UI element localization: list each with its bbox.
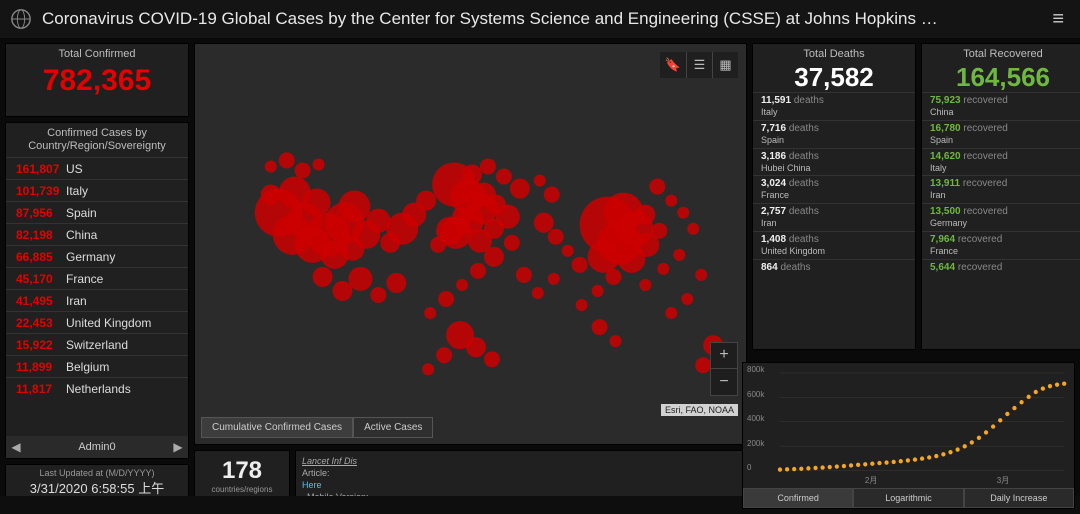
recovered-list[interactable]: 75,923 recoveredChina16,780 recoveredSpa…	[922, 92, 1080, 349]
chart-tab[interactable]: Confirmed	[743, 488, 853, 508]
info-panel: Lancet Inf Dis Article: Here. Mobile Ver…	[295, 450, 747, 502]
cases-nav-next[interactable]: ▶	[168, 440, 188, 454]
col-center: 🔖 ☰ ▦ + − Esri, FAO, NOAA Cumulative Con…	[194, 43, 747, 502]
list-item[interactable]: 87,956Spain	[6, 201, 188, 223]
zoom-control: + −	[710, 342, 738, 396]
basemap-icon[interactable]: ▦	[712, 52, 738, 78]
map-tabs: Cumulative Confirmed CasesActive Cases	[201, 417, 433, 438]
chart-xtick: 3月	[997, 475, 1009, 486]
total-confirmed-value: 782,365	[6, 66, 188, 96]
list-item[interactable]: 3,186 deathsHubei China	[753, 148, 915, 176]
countries-count-value: 178	[195, 457, 289, 485]
page-title: Coronavirus COVID-19 Global Cases by the…	[42, 9, 1036, 29]
cases-nav: ◀ Admin0 ▶	[6, 436, 188, 458]
chart-ytick: 0	[747, 463, 751, 472]
list-item[interactable]: 11,591 deathsItaly	[753, 92, 915, 120]
list-item[interactable]: 15,922Switzerland	[6, 333, 188, 355]
map-panel[interactable]: 🔖 ☰ ▦ + − Esri, FAO, NOAA Cumulative Con…	[194, 43, 747, 445]
menu-icon[interactable]: ≡	[1046, 4, 1070, 35]
chart-xtick: 2月	[865, 475, 877, 486]
total-recovered-panel: Total Recovered 164,566 75,923 recovered…	[921, 43, 1080, 350]
chart-tab[interactable]: Logarithmic	[853, 488, 963, 508]
globe-icon	[10, 8, 32, 30]
total-deaths-value: 37,582	[753, 64, 915, 90]
list-item[interactable]: 82,198China	[6, 223, 188, 245]
chart-ytick: 400k	[747, 414, 764, 423]
list-item[interactable]: 22,453United Kingdom	[6, 311, 188, 333]
list-item[interactable]: 11,817Netherlands	[6, 377, 188, 399]
list-item[interactable]: 864 deaths	[753, 259, 915, 276]
chart-ytick: 800k	[747, 365, 764, 374]
list-item[interactable]: 16,780 recoveredSpain	[922, 120, 1080, 148]
map-attribution: Esri, FAO, NOAA	[661, 404, 738, 416]
zoom-out-button[interactable]: −	[711, 369, 737, 395]
bookmark-icon[interactable]: 🔖	[660, 52, 686, 78]
list-item[interactable]: 101,739Italy	[6, 179, 188, 201]
chart-tab[interactable]: Daily Increase	[964, 488, 1074, 508]
countries-count-panel: 178 countries/regions	[194, 450, 290, 502]
chart-ytick: 200k	[747, 439, 764, 448]
center-bottom: 178 countries/regions Lancet Inf Dis Art…	[194, 450, 747, 502]
cases-nav-label: Admin0	[26, 441, 168, 453]
list-item[interactable]: 161,807US	[6, 157, 188, 179]
chart-ytick: 600k	[747, 390, 764, 399]
titlebar: Coronavirus COVID-19 Global Cases by the…	[0, 0, 1080, 38]
deaths-list[interactable]: 11,591 deathsItaly7,716 deathsSpain3,186…	[753, 92, 915, 349]
list-item[interactable]: 1,408 deathsUnited Kingdom	[753, 231, 915, 259]
list-item[interactable]: 5,644 recovered	[922, 259, 1080, 276]
countries-count-label: countries/regions	[195, 485, 289, 494]
map-canvas[interactable]	[195, 44, 746, 444]
cases-list[interactable]: 161,807US101,739Italy87,956Spain82,198Ch…	[6, 157, 188, 435]
list-item[interactable]: 66,885Germany	[6, 245, 188, 267]
list-item[interactable]: 75,923 recoveredChina	[922, 92, 1080, 120]
list-item[interactable]: 2,757 deathsIran	[753, 203, 915, 231]
cases-nav-prev[interactable]: ◀	[6, 440, 26, 454]
list-item[interactable]: 13,500 recoveredGermany	[922, 203, 1080, 231]
dashboard-root: Coronavirus COVID-19 Global Cases by the…	[0, 0, 1080, 514]
chart-area[interactable]: 800k 600k 400k 200k 0 2月 3月	[743, 363, 1074, 488]
list-item[interactable]: 7,964 recoveredFrance	[922, 231, 1080, 259]
legend-icon[interactable]: ☰	[686, 52, 712, 78]
list-item[interactable]: 3,024 deathsFrance	[753, 175, 915, 203]
total-confirmed-label: Total Confirmed	[6, 44, 188, 64]
list-item[interactable]: 45,170France	[6, 267, 188, 289]
cases-by-label: Confirmed Cases by Country/Region/Sovere…	[6, 123, 188, 157]
total-deaths-label: Total Deaths	[753, 44, 915, 64]
map-tab[interactable]: Active Cases	[353, 417, 433, 438]
list-item[interactable]: 14,620 recoveredItaly	[922, 148, 1080, 176]
list-item[interactable]: 13,911 recoveredIran	[922, 175, 1080, 203]
list-item[interactable]: 7,716 deathsSpain	[753, 120, 915, 148]
chart-canvas	[747, 367, 1070, 484]
cases-by-country-panel: Confirmed Cases by Country/Region/Sovere…	[5, 122, 189, 459]
list-item[interactable]: 11,899Belgium	[6, 355, 188, 377]
list-item[interactable]: 41,495Iran	[6, 289, 188, 311]
last-updated-timestamp: 3/31/2020 6:58:55 上午	[6, 478, 188, 497]
total-recovered-value: 164,566	[922, 64, 1080, 90]
map-tab[interactable]: Cumulative Confirmed Cases	[201, 417, 353, 438]
zoom-in-button[interactable]: +	[711, 343, 737, 369]
col-left: Total Confirmed 782,365 Confirmed Cases …	[5, 43, 189, 502]
total-recovered-label: Total Recovered	[922, 44, 1080, 64]
total-confirmed-panel: Total Confirmed 782,365	[5, 43, 189, 117]
last-updated-label: Last Updated at (M/D/YYYY)	[6, 465, 188, 478]
chart-tabs: ConfirmedLogarithmicDaily Increase	[743, 488, 1074, 508]
chart-panel: 800k 600k 400k 200k 0 2月 3月 ConfirmedLogarith…	[742, 362, 1075, 509]
map-tools: 🔖 ☰ ▦	[660, 52, 738, 78]
total-deaths-panel: Total Deaths 37,582 11,591 deathsItaly7,…	[752, 43, 916, 350]
